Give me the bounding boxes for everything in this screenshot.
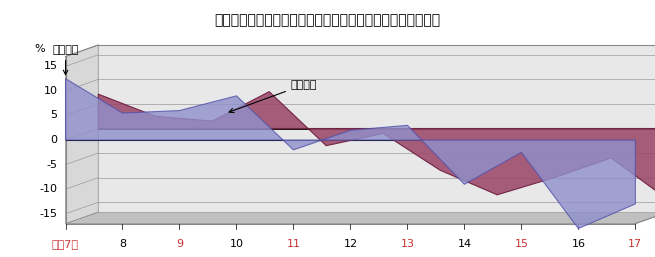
Polygon shape xyxy=(66,79,635,228)
Text: 0: 0 xyxy=(50,135,58,145)
Text: -5: -5 xyxy=(47,160,58,170)
Text: 12: 12 xyxy=(343,239,358,249)
Text: 9: 9 xyxy=(176,239,183,249)
Text: -15: -15 xyxy=(40,209,58,219)
Polygon shape xyxy=(98,92,655,200)
Text: 年末賞与: 年末賞与 xyxy=(229,80,317,113)
Text: 11: 11 xyxy=(286,239,301,249)
Text: 17: 17 xyxy=(628,239,643,249)
Text: %: % xyxy=(34,44,45,54)
Text: 13: 13 xyxy=(400,239,415,249)
Text: 14: 14 xyxy=(457,239,472,249)
Text: 平成7年: 平成7年 xyxy=(52,239,79,249)
Text: 図１５　賞与の前年比の推移（調査産業計）（３０人以上）: 図１５ 賞与の前年比の推移（調査産業計）（３０人以上） xyxy=(214,13,441,27)
Text: 8: 8 xyxy=(119,239,126,249)
Text: 5: 5 xyxy=(50,111,58,121)
Text: 16: 16 xyxy=(571,239,586,249)
Text: -10: -10 xyxy=(40,184,58,194)
Text: 夏期賞与: 夏期賞与 xyxy=(52,45,79,75)
Text: 10: 10 xyxy=(44,86,58,96)
Text: 15: 15 xyxy=(514,239,529,249)
Polygon shape xyxy=(98,45,655,212)
Text: 10: 10 xyxy=(229,239,244,249)
Text: 15: 15 xyxy=(44,61,58,71)
Polygon shape xyxy=(66,212,655,224)
Polygon shape xyxy=(66,45,98,224)
